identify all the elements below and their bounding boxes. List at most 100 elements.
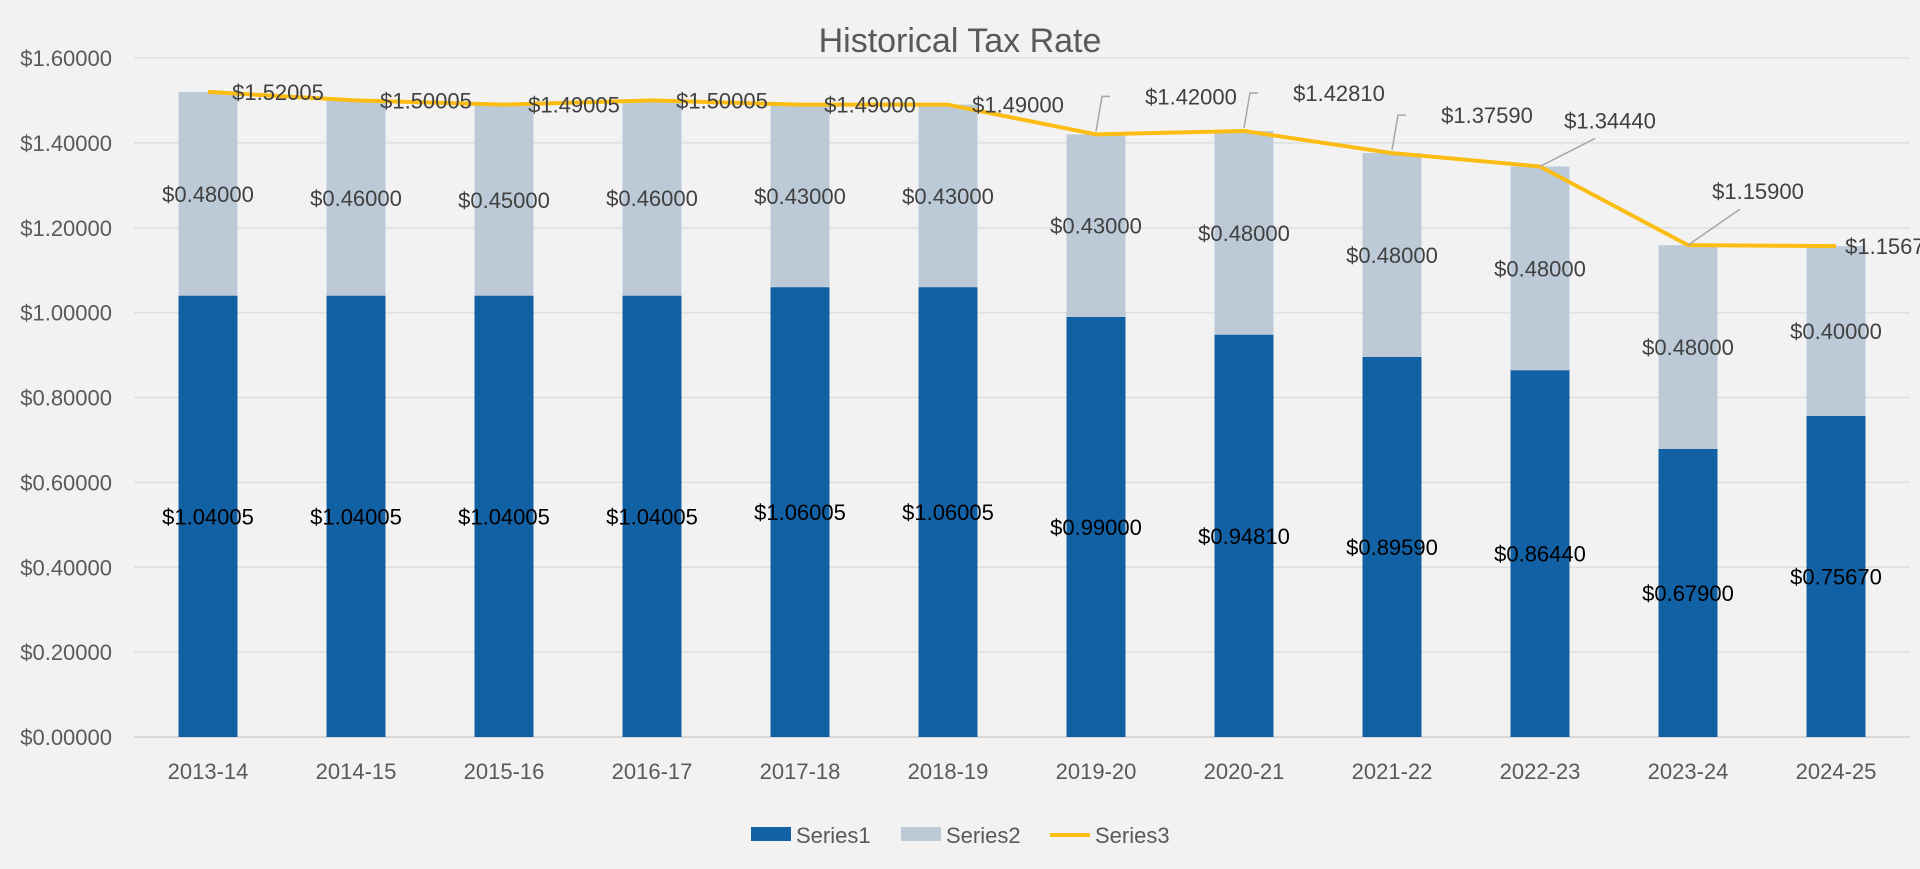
series1-bar [1066, 316, 1126, 737]
series1-bar [474, 295, 534, 737]
series1-data-label: $0.75670 [1790, 564, 1882, 589]
series1-bar [178, 295, 238, 737]
chart-title: Historical Tax Rate [819, 22, 1102, 60]
series3-data-label: $1.49005 [528, 93, 620, 118]
series1-data-label: $0.89590 [1346, 535, 1438, 560]
series3-data-label: $1.42000 [1145, 84, 1237, 109]
series1-data-label: $0.94810 [1198, 524, 1290, 549]
series1-data-label: $1.04005 [162, 504, 254, 529]
series3-line-group [207, 89, 1837, 249]
x-tick-label: 2016-17 [612, 759, 693, 784]
series3-data-label: $1.50005 [676, 88, 768, 113]
series2-bar [326, 100, 386, 296]
series2-data-label: $0.40000 [1790, 319, 1882, 344]
series2-data-label: $0.43000 [1050, 214, 1142, 239]
data-labels: $1.04005 $0.48000 $1.04005 $0.46000 $1.04005… [162, 80, 1920, 606]
series2-data-label: $0.46000 [606, 186, 698, 211]
legend: Series1 Series2 Series3 [751, 823, 1170, 848]
y-tick-label: $0.20000 [20, 640, 112, 665]
series1-data-label: $1.06005 [754, 500, 846, 525]
series2-bar [770, 104, 830, 288]
series1-data-label: $1.04005 [310, 504, 402, 529]
series1-bar [1658, 448, 1718, 737]
legend-swatch [751, 827, 791, 841]
x-tick-label: 2017-18 [760, 759, 841, 784]
series1-bar [326, 295, 386, 737]
series1-bar [770, 287, 830, 737]
legend-label: Series2 [946, 823, 1021, 848]
legend-label: Series3 [1095, 823, 1170, 848]
series1-bar [1214, 334, 1274, 737]
series3-data-label: $1.49000 [824, 93, 916, 118]
y-tick-label: $0.60000 [20, 470, 112, 495]
x-tick-label: 2021-22 [1352, 759, 1433, 784]
y-tick-label: $1.40000 [20, 131, 112, 156]
series3-data-label: $1.34440 [1564, 108, 1656, 133]
series3-data-label: $1.52005 [232, 80, 324, 105]
series2-bar [1510, 166, 1570, 371]
series3-data-label: $1.42810 [1293, 81, 1385, 106]
x-tick-label: 2020-21 [1204, 759, 1285, 784]
series2-bar [622, 100, 682, 296]
x-tick-label: 2015-16 [464, 759, 545, 784]
gridlines [134, 57, 1910, 738]
series3-data-label: $1.49000 [972, 93, 1064, 118]
y-tick-label: $0.80000 [20, 386, 112, 411]
series3-leader-line [1391, 114, 1406, 151]
series3-data-label: $1.37590 [1441, 103, 1533, 128]
x-tick-label: 2018-19 [908, 759, 989, 784]
series3-leader-line [1243, 92, 1258, 129]
series1-data-label: $0.86440 [1494, 542, 1586, 567]
series1-bar [918, 287, 978, 737]
series2-bar [1806, 246, 1866, 416]
series1-data-label: $0.67900 [1642, 581, 1734, 606]
legend-swatch [901, 827, 941, 841]
x-axis: 2013-14 2014-15 2015-16 2016-17 2017-18 2018-… [168, 759, 1877, 784]
series2-data-label: $0.43000 [902, 184, 994, 209]
series1-bar [1510, 370, 1570, 737]
series1-data-label: $1.04005 [606, 504, 698, 529]
y-tick-label: $1.20000 [20, 216, 112, 241]
y-tick-label: $1.60000 [20, 46, 112, 71]
series3-leader-line [1687, 208, 1741, 246]
y-axis: $0.00000 $0.20000 $0.40000 $0.60000 $0.80000… [20, 46, 112, 750]
series2-bar [1066, 134, 1126, 317]
y-tick-label: $1.00000 [20, 301, 112, 326]
series3-data-label: $1.15670 [1845, 234, 1920, 259]
series1-data-label: $1.04005 [458, 504, 550, 529]
series2-data-label: $0.46000 [310, 186, 402, 211]
series2-data-label: $0.48000 [162, 182, 254, 207]
series1-data-label: $1.06005 [902, 500, 994, 525]
x-tick-label: 2013-14 [168, 759, 249, 784]
series1-bar [1806, 415, 1866, 737]
series3-leader-line [1095, 95, 1110, 132]
bars [178, 91, 1866, 737]
series1-data-label: $0.99000 [1050, 515, 1142, 540]
series3-data-label: $1.15900 [1712, 179, 1804, 204]
series2-bar [474, 104, 534, 296]
series3-leader-line [1539, 137, 1596, 168]
x-tick-label: 2022-23 [1500, 759, 1581, 784]
x-tick-label: 2024-25 [1796, 759, 1877, 784]
series2-data-label: $0.43000 [754, 184, 846, 209]
y-tick-label: $0.00000 [20, 725, 112, 750]
series2-data-label: $0.48000 [1198, 221, 1290, 246]
series3-data-label: $1.50005 [380, 88, 472, 113]
x-tick-label: 2019-20 [1056, 759, 1137, 784]
series1-bar [622, 295, 682, 737]
series2-data-label: $0.45000 [458, 188, 550, 213]
series3-line [207, 89, 1837, 249]
series2-data-label: $0.48000 [1494, 256, 1586, 281]
series2-bar [1658, 245, 1718, 449]
series2-data-label: $0.48000 [1346, 243, 1438, 268]
x-tick-label: 2014-15 [316, 759, 397, 784]
series1-bar [1362, 356, 1422, 737]
legend-label: Series1 [796, 823, 871, 848]
series2-bar [178, 91, 238, 296]
x-tick-label: 2023-24 [1648, 759, 1729, 784]
series2-bar [1362, 153, 1422, 357]
series2-bar [918, 104, 978, 288]
series2-bar [1214, 130, 1274, 335]
series2-data-label: $0.48000 [1642, 335, 1734, 360]
